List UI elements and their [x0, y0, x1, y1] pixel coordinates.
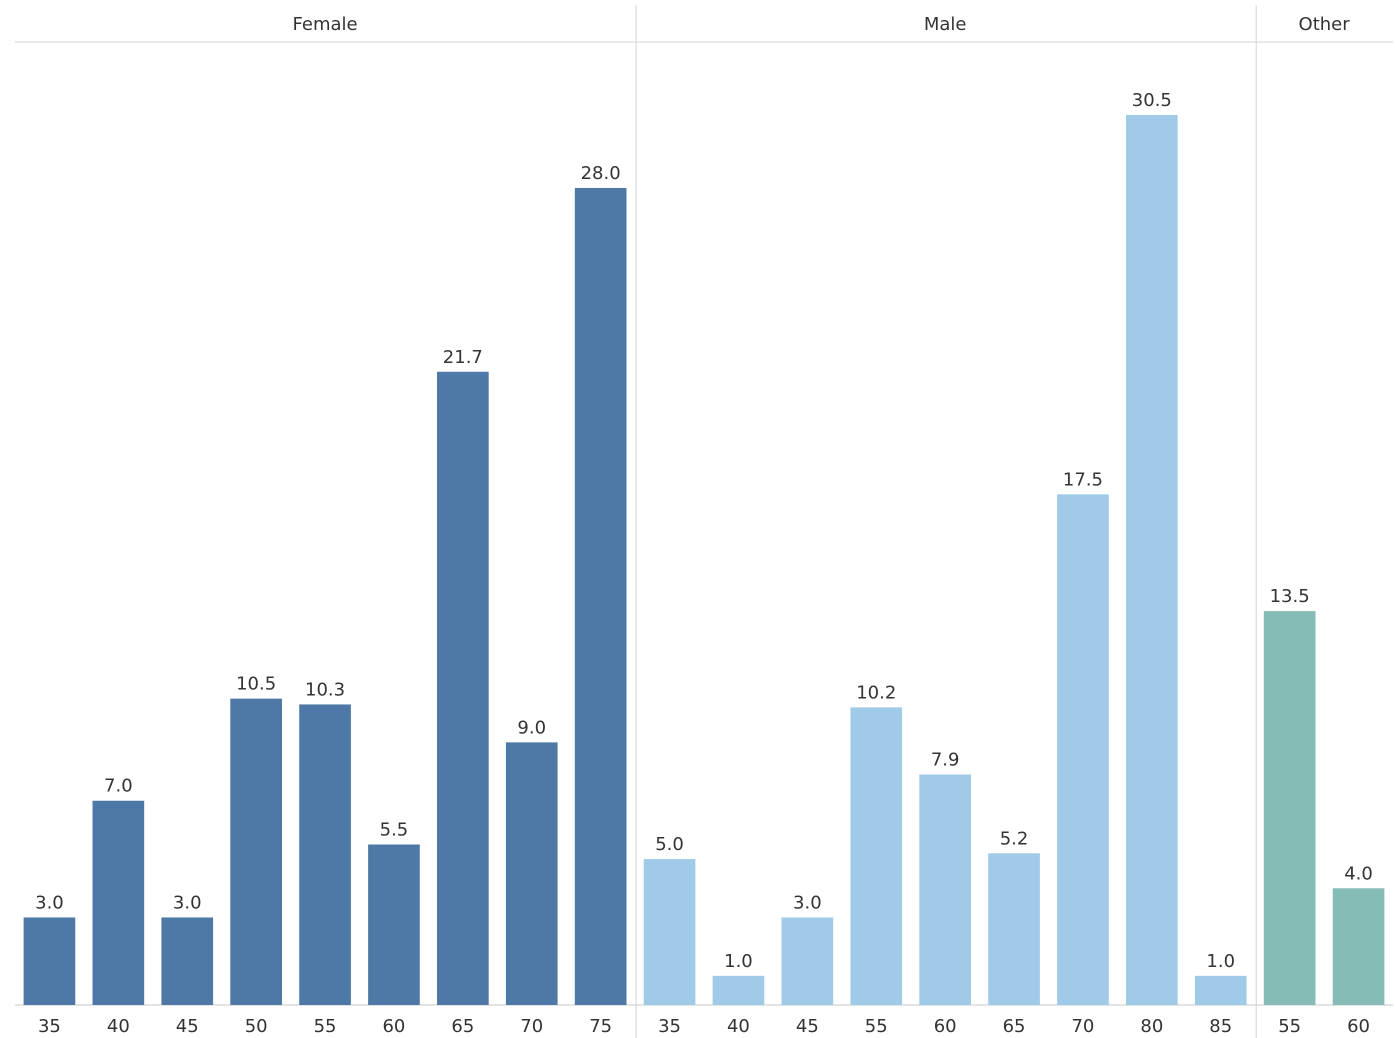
- bar: [505, 742, 558, 1005]
- panel-header-other: Other: [1299, 14, 1351, 35]
- x-tick-label: 70: [1071, 1016, 1094, 1037]
- panel-header-male: Male: [924, 14, 967, 35]
- x-tick-label: 60: [382, 1016, 405, 1037]
- x-tick-label: 45: [176, 1016, 199, 1037]
- x-tick-label: 75: [589, 1016, 612, 1037]
- data-label: 4.0: [1344, 863, 1373, 884]
- bar: [299, 704, 351, 1005]
- data-label: 28.0: [581, 163, 621, 184]
- data-label: 5.0: [655, 834, 684, 855]
- panel-male: Male 5.0 35 1.0 40 3.0 45 10.2 55 7.9 60 5.2 65 17.5 7…: [643, 14, 1247, 1037]
- x-tick-label: 40: [107, 1016, 130, 1037]
- x-tick-label: 60: [934, 1016, 957, 1037]
- x-tick-label: 85: [1209, 1016, 1232, 1037]
- bar: [230, 698, 282, 1005]
- data-label: 17.5: [1063, 469, 1103, 490]
- data-label: 7.9: [931, 749, 960, 770]
- bar: [368, 844, 420, 1005]
- data-label: 10.5: [236, 674, 276, 695]
- bar: [850, 707, 903, 1005]
- x-tick-label: 65: [451, 1016, 474, 1037]
- bar: [643, 859, 696, 1005]
- data-label: 10.2: [856, 682, 896, 703]
- data-label: 21.7: [443, 347, 483, 368]
- bar: [1194, 975, 1247, 1005]
- data-label: 10.3: [305, 679, 345, 700]
- data-label: 7.0: [104, 776, 133, 797]
- x-tick-label: 60: [1347, 1016, 1370, 1037]
- data-label: 30.5: [1132, 90, 1172, 111]
- data-label: 1.0: [1206, 951, 1235, 972]
- x-tick-label: 55: [865, 1016, 888, 1037]
- bar: [781, 917, 834, 1005]
- x-tick-label: 35: [38, 1016, 61, 1037]
- x-tick-label: 40: [727, 1016, 750, 1037]
- bar: [161, 917, 214, 1005]
- bar: [574, 187, 627, 1006]
- data-label: 3.0: [793, 892, 822, 913]
- data-label: 3.0: [35, 892, 64, 913]
- panel-female: Female 3.0 35 7.0 40 3.0 45 10.5 50 10.3 55 5.5 60 21…: [23, 14, 627, 1037]
- x-tick-label: 35: [658, 1016, 681, 1037]
- x-tick-label: 45: [796, 1016, 819, 1037]
- bar: [1126, 115, 1178, 1005]
- bar: [437, 371, 489, 1006]
- data-label: 13.5: [1270, 586, 1310, 607]
- bar: [1057, 494, 1109, 1005]
- data-label: 5.2: [1000, 828, 1029, 849]
- bar: [92, 800, 145, 1005]
- data-label: 5.5: [380, 820, 409, 841]
- panel-other: Other 13.5 55 4.0 60: [1263, 14, 1385, 1037]
- bar: [988, 853, 1040, 1005]
- bar: [1332, 888, 1385, 1005]
- data-label: 3.0: [173, 892, 202, 913]
- bar: [919, 774, 971, 1005]
- x-tick-label: 65: [1003, 1016, 1026, 1037]
- data-label: 1.0: [724, 951, 753, 972]
- data-label: 9.0: [517, 717, 546, 738]
- panel-header-female: Female: [293, 14, 358, 35]
- x-tick-label: 55: [314, 1016, 337, 1037]
- x-tick-label: 55: [1278, 1016, 1301, 1037]
- x-tick-label: 80: [1140, 1016, 1163, 1037]
- bar: [712, 975, 765, 1005]
- x-tick-label: 70: [520, 1016, 543, 1037]
- bar: [1263, 611, 1316, 1005]
- bar: [23, 917, 76, 1005]
- x-tick-label: 50: [245, 1016, 268, 1037]
